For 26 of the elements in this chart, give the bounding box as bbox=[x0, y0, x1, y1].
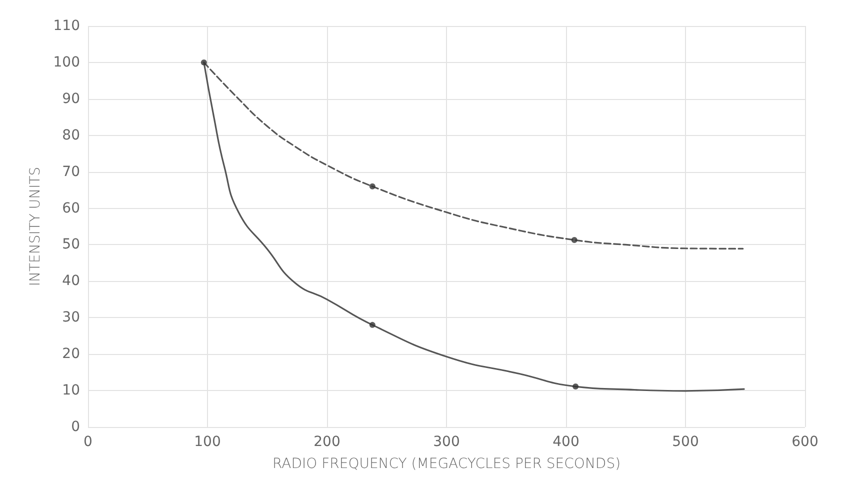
point bbox=[369, 322, 376, 328]
y-tick-label: 40 bbox=[62, 273, 80, 290]
x-tick-label: 400 bbox=[552, 434, 580, 450]
y-tick-label: 50 bbox=[62, 236, 80, 253]
point bbox=[369, 183, 376, 190]
y-tick-label: 20 bbox=[62, 346, 80, 362]
y-tick-label: 0 bbox=[71, 419, 80, 435]
y-tick-label: 90 bbox=[62, 90, 80, 107]
y-axis-title: INTENSITY UNITS bbox=[27, 166, 44, 286]
x-tick-label: 200 bbox=[314, 434, 340, 450]
point bbox=[572, 384, 579, 390]
y-tick-label: 80 bbox=[62, 127, 80, 144]
x-tick-label: 0 bbox=[84, 434, 92, 450]
x-tick-label: 500 bbox=[672, 434, 699, 450]
x-tick-label: 600 bbox=[792, 434, 818, 450]
x-tick-label: 300 bbox=[433, 434, 460, 450]
y-tick-label: 100 bbox=[53, 54, 80, 70]
y-tick-label: 30 bbox=[62, 310, 80, 326]
y-tick-label: 60 bbox=[62, 200, 80, 216]
y-tick-label: 70 bbox=[62, 164, 80, 180]
y-tick-label: 110 bbox=[53, 18, 80, 34]
y-tick-label: 10 bbox=[62, 382, 80, 399]
point bbox=[200, 59, 207, 66]
point bbox=[571, 236, 578, 243]
x-axis-title: RADIO FREQUENCY (MEGACYCLES PER SECONDS) bbox=[272, 456, 621, 472]
x-tick-label: 100 bbox=[194, 434, 221, 450]
